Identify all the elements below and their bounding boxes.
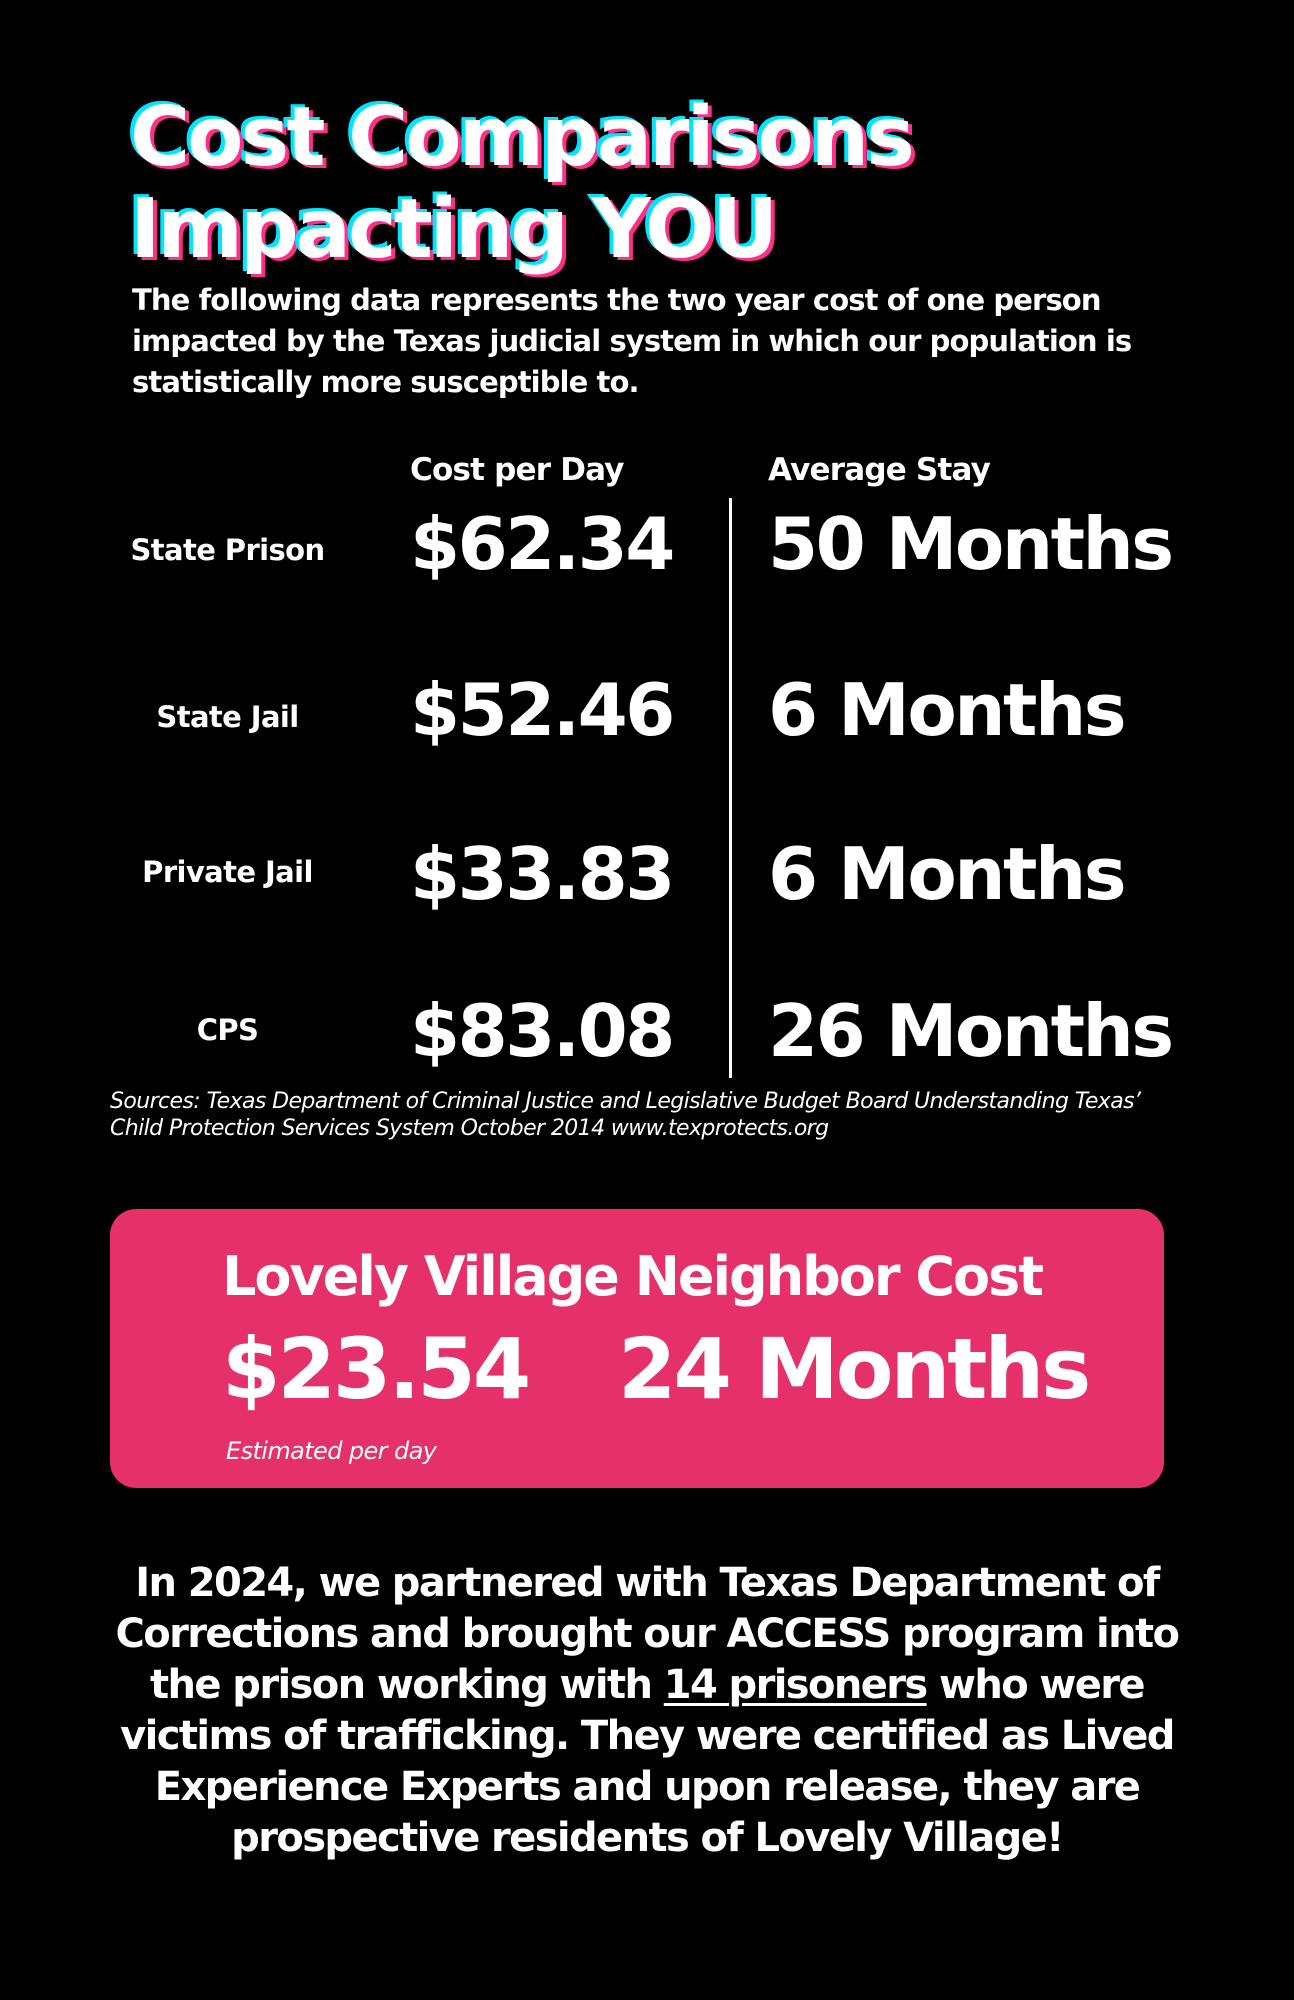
row-stay-state-jail: 6 Months	[768, 668, 1127, 752]
average-stay-header: Average Stay	[768, 452, 991, 488]
page-title: Cost Comparisons Impacting YOU	[130, 90, 915, 277]
closing-text-before: In 2024, we partnered with Texas Departm…	[115, 1560, 1180, 1708]
card-stay: 24 Months	[618, 1320, 1091, 1418]
cost-per-day-header: Cost per Day	[410, 452, 625, 488]
closing-paragraph: In 2024, we partnered with Texas Departm…	[100, 1558, 1194, 1864]
neighbor-cost-card: Lovely Village Neighbor Cost $23.54 24 M…	[110, 1209, 1164, 1488]
intro-paragraph: The following data represents the two ye…	[132, 283, 1132, 399]
closing-text-after: who were victims of trafficking. They we…	[120, 1662, 1175, 1861]
card-note: Estimated per day	[226, 1437, 437, 1465]
column-divider	[729, 498, 732, 1078]
sources-note: Sources: Texas Department of Criminal Ju…	[110, 1089, 1141, 1141]
row-label-state-prison: State Prison	[130, 533, 325, 567]
row-cost-private-jail: $33.83	[410, 832, 675, 916]
row-cost-cps: $83.08	[410, 989, 675, 1073]
row-stay-state-prison: 50 Months	[768, 502, 1174, 586]
title-line-2: Impacting YOU	[130, 182, 778, 277]
row-stay-private-jail: 6 Months	[768, 832, 1127, 916]
row-label-cps: CPS	[196, 1013, 259, 1047]
row-label-private-jail: Private Jail	[142, 855, 313, 889]
closing-highlight: 14 prisoners	[663, 1662, 928, 1708]
card-cost: $23.54	[222, 1320, 531, 1418]
row-label-state-jail: State Jail	[156, 700, 299, 734]
row-stay-cps: 26 Months	[768, 989, 1174, 1073]
row-cost-state-jail: $52.46	[410, 668, 675, 752]
card-title: Lovely Village Neighbor Cost	[222, 1245, 1044, 1308]
title-line-1: Cost Comparisons	[130, 90, 915, 185]
row-cost-state-prison: $62.34	[410, 502, 675, 586]
